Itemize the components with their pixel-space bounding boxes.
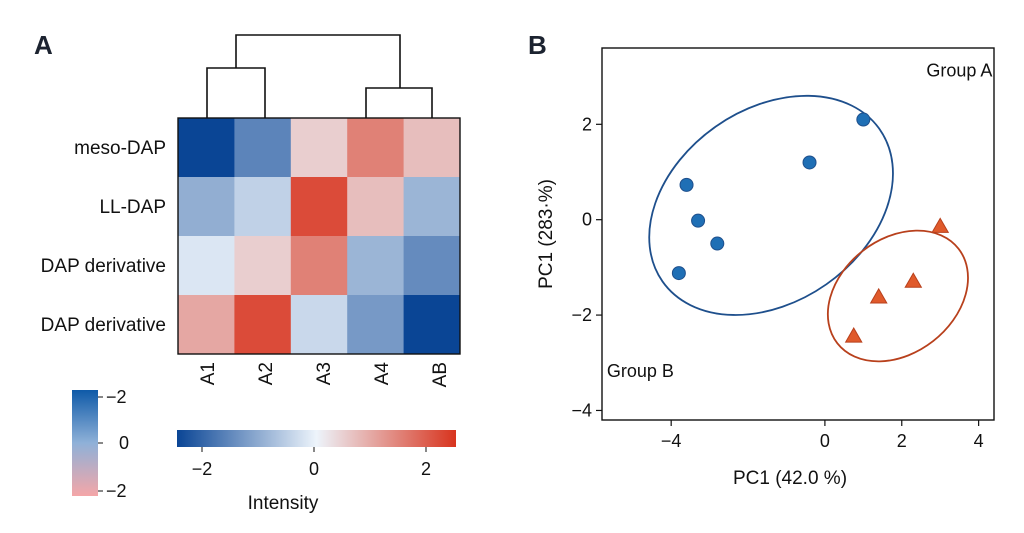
y-tick-label: 2 (582, 114, 592, 134)
horizontal-colorbar-gradient (177, 430, 456, 447)
heatmap-cell (347, 295, 405, 355)
vertical-colorbar-gradient (72, 390, 98, 496)
x-tick-label: −4 (661, 431, 682, 451)
row-label-dap-derivative-2: DAP derivative (41, 315, 166, 336)
scatter-points (671, 112, 950, 343)
group-b-point (869, 287, 888, 304)
x-tick-label: 4 (974, 431, 984, 451)
vertical-colorbar-label-1: −2 (106, 387, 127, 407)
y-tick-label: −4 (571, 400, 592, 420)
heatmap-cell (290, 118, 348, 178)
x-tick-label: 2 (897, 431, 907, 451)
heatmap-cell (178, 295, 235, 355)
heatmap-cell (347, 177, 405, 237)
heatmap-cell (403, 236, 461, 296)
row-label-dap-derivative-1: DAP derivative (41, 256, 166, 277)
col-label-ab: AB (430, 362, 451, 387)
group-a-point (856, 112, 871, 127)
heatmap-cell (290, 177, 348, 237)
y-tick-label: 0 (582, 210, 592, 230)
scatter-y-axis-title: PC1 (283·%) (536, 179, 557, 289)
column-dendrogram (206, 34, 433, 118)
dendrogram-link-a1-a2 (206, 67, 266, 118)
colorbar-title: Intensity (248, 493, 319, 514)
horizontal-colorbar-label-2: 0 (309, 459, 319, 479)
row-label-meso-dap: meso-DAP (74, 138, 166, 159)
heatmap-cell (290, 236, 348, 296)
scatter-annotations: Group A Group B (607, 61, 993, 381)
heatmap-cell (178, 177, 235, 237)
heatmap-cell (403, 295, 461, 355)
vertical-colorbar: −2 0 −2 (72, 387, 129, 501)
heatmap-cell (234, 177, 292, 237)
heatmap-column-labels: A1 A2 A3 A4 AB (198, 362, 451, 388)
col-label-a1: A1 (198, 362, 219, 385)
heatmap-cell (403, 118, 461, 178)
group-b-label: Group B (607, 361, 674, 381)
heatmap-cell (347, 236, 405, 296)
heatmap-frame (177, 117, 461, 355)
group-a-point (671, 266, 686, 281)
group-a-point (691, 213, 706, 228)
row-label-ll-dap: LL-DAP (99, 197, 166, 218)
heatmap-cell (403, 177, 461, 237)
dendrogram-link-a4-ab (365, 87, 433, 118)
vertical-colorbar-label-2: 0 (119, 433, 129, 453)
heatmap-cell (290, 295, 348, 355)
scatter-x-axis-title: PC1 (42.0 %) (733, 468, 847, 489)
group-b-point (844, 327, 863, 343)
col-label-a4: A4 (372, 362, 393, 386)
group-a-point (802, 155, 817, 170)
group-a-point (710, 236, 725, 251)
horizontal-colorbar-label-1: −2 (192, 459, 213, 479)
scatter-plot-frame (601, 47, 995, 421)
panel-a-letter: A (34, 30, 53, 60)
heatmap-cell (234, 118, 292, 178)
heatmap-cell (234, 295, 292, 355)
group-a-label: Group A (926, 61, 992, 81)
heatmap-cell (178, 118, 235, 178)
heatmap-row-labels: meso-DAP LL-DAP DAP derivative DAP deriv… (41, 138, 166, 336)
group-b-ellipse (826, 229, 969, 363)
scatter-ellipses (648, 94, 969, 363)
horizontal-colorbar: −2 0 2 Intensity (177, 430, 456, 514)
scatter-ticks: −4 0 2 4 2 0 −2 −4 (571, 114, 983, 451)
y-tick-label: −2 (571, 305, 592, 325)
dendrogram-link-root (235, 34, 401, 88)
horizontal-colorbar-label-3: 2 (421, 459, 431, 479)
heatmap-cells (178, 118, 461, 355)
heatmap-cell (234, 236, 292, 296)
x-tick-label: 0 (820, 431, 830, 451)
group-b-point (931, 217, 950, 233)
group-a-ellipse (648, 94, 894, 316)
vertical-colorbar-label-3: −2 (106, 481, 127, 501)
col-label-a3: A3 (314, 362, 335, 385)
panel-b-letter: B (528, 30, 547, 60)
col-label-a2: A2 (256, 362, 277, 385)
group-a-point (679, 177, 694, 192)
heatmap-cell (347, 118, 405, 178)
heatmap-cell (178, 236, 235, 296)
group-b-point (904, 272, 923, 288)
